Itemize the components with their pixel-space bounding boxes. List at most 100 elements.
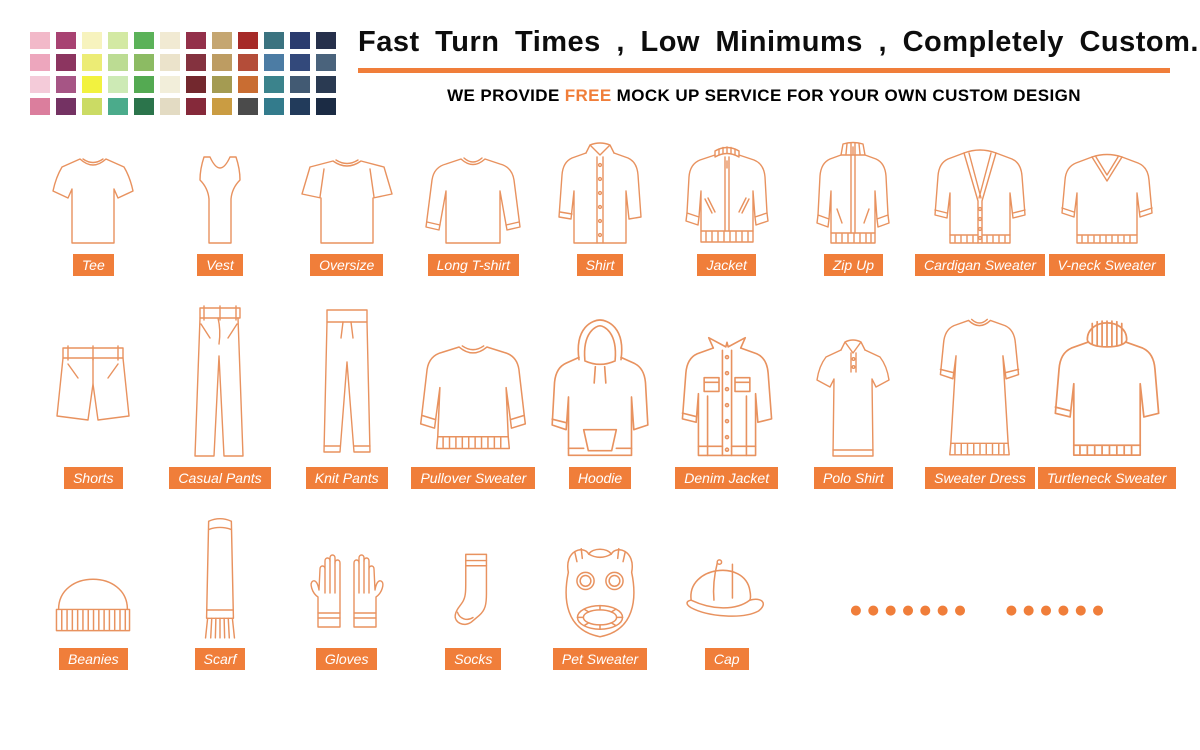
tagline: WE PROVIDE FREE MOCK UP SERVICE FOR YOUR O… [358, 86, 1170, 106]
item-casual-pants: Casual Pants [157, 288, 284, 489]
color-swatch [212, 32, 232, 49]
cap-icon [677, 501, 777, 641]
item-shirt: Shirt [537, 131, 664, 276]
color-swatch [186, 32, 206, 49]
color-swatch [160, 76, 180, 93]
item-label: Jacket [697, 254, 756, 276]
item-label: Sweater Dress [925, 467, 1035, 489]
color-swatch [108, 76, 128, 93]
item-long-t-shirt: Long T-shirt [410, 131, 537, 276]
color-swatch [134, 32, 154, 49]
color-swatch [290, 76, 310, 93]
socks-icon [443, 501, 503, 641]
more-items-dots: ●●●●●●● ●●●●●● [790, 501, 1170, 670]
item-hoodie: Hoodie [537, 288, 664, 489]
color-swatch [30, 76, 50, 93]
v-neck-sweater-icon [1055, 131, 1159, 247]
color-swatch [108, 54, 128, 71]
color-swatch [108, 98, 128, 115]
tee-icon [49, 131, 137, 247]
item-gloves: Gloves [283, 501, 410, 670]
casual-pants-icon [184, 288, 256, 460]
item-pet-sweater: Pet Sweater [537, 501, 664, 670]
color-swatch [134, 98, 154, 115]
turtleneck-sweater-icon [1043, 288, 1171, 460]
item-cardigan-sweater: Cardigan Sweater [915, 131, 1046, 276]
color-swatch [238, 98, 258, 115]
color-swatch [56, 54, 76, 71]
color-swatch [212, 76, 232, 93]
color-swatch [264, 98, 284, 115]
color-swatch [56, 76, 76, 93]
beanies-icon [48, 501, 138, 641]
item-jacket: Jacket [663, 131, 790, 276]
color-swatch [186, 76, 206, 93]
item-zip-up: Zip Up [790, 131, 917, 276]
item-denim-jacket: Denim Jacket [663, 288, 790, 489]
color-swatch [212, 54, 232, 71]
item-label: Shorts [64, 467, 123, 489]
sweater-dress-icon [932, 288, 1028, 460]
jacket-icon [679, 131, 775, 247]
item-label: Beanies [59, 648, 128, 670]
item-label: Tee [72, 254, 114, 276]
color-swatch [134, 54, 154, 71]
color-swatch [238, 76, 258, 93]
color-swatch [82, 76, 102, 93]
color-swatch [186, 98, 206, 115]
color-swatch [82, 98, 102, 115]
color-swatch [186, 54, 206, 71]
knit-pants-icon [309, 288, 385, 460]
color-swatch [56, 98, 76, 115]
color-swatch [290, 54, 310, 71]
item-label: Socks [445, 648, 502, 670]
color-swatch [56, 32, 76, 49]
color-swatch [160, 98, 180, 115]
item-socks: Socks [410, 501, 537, 670]
item-label: Shirt [576, 254, 624, 276]
item-beanies: Beanies [30, 501, 157, 670]
title-underline [358, 68, 1170, 73]
item-oversize: Oversize [283, 131, 410, 276]
pullover-sweater-icon [410, 288, 536, 460]
item-v-neck-sweater: V-neck Sweater [1043, 131, 1170, 276]
item-tee: Tee [30, 131, 157, 276]
hoodie-icon [544, 288, 656, 460]
item-shorts: Shorts [30, 288, 157, 489]
item-label: Gloves [315, 648, 378, 670]
free-highlight: FREE [564, 86, 612, 105]
item-label: Vest [197, 254, 243, 276]
polo-shirt-icon [811, 288, 895, 460]
item-label: V-neck Sweater [1048, 254, 1165, 276]
item-sweater-dress: Sweater Dress [917, 288, 1044, 489]
item-vest: Vest [157, 131, 284, 276]
page-title: Fast Turn Times , Low Minimums , Complet… [358, 26, 1199, 58]
color-swatch [316, 54, 336, 71]
color-swatch [238, 54, 258, 71]
item-label: Hoodie [568, 467, 632, 489]
gloves-icon [301, 501, 393, 641]
garment-row-3: Beanies Scarf [30, 501, 1170, 670]
vest-icon [191, 131, 249, 247]
item-label: Knit Pants [305, 467, 388, 489]
color-swatch [160, 32, 180, 49]
scarf-icon [191, 501, 249, 641]
color-swatch [264, 76, 284, 93]
header: Fast Turn Times , Low Minimums , Complet… [30, 26, 1199, 115]
zip-up-icon [811, 131, 895, 247]
header-text: Fast Turn Times , Low Minimums , Complet… [358, 26, 1199, 106]
color-swatch [82, 54, 102, 71]
color-swatch [290, 32, 310, 49]
item-label: Zip Up [823, 254, 883, 276]
color-swatch [30, 32, 50, 49]
denim-jacket-icon [672, 288, 782, 460]
item-label: Pet Sweater [552, 648, 648, 670]
long-t-shirt-icon [419, 131, 527, 247]
garment-row-2: Shorts Casual Pants [30, 288, 1176, 489]
item-label: Denim Jacket [675, 467, 779, 489]
color-swatch [264, 32, 284, 49]
garment-catalog: Tee Vest Oversize [30, 131, 1176, 670]
item-label: Cardigan Sweater [915, 254, 1046, 276]
shirt-icon [553, 131, 647, 247]
